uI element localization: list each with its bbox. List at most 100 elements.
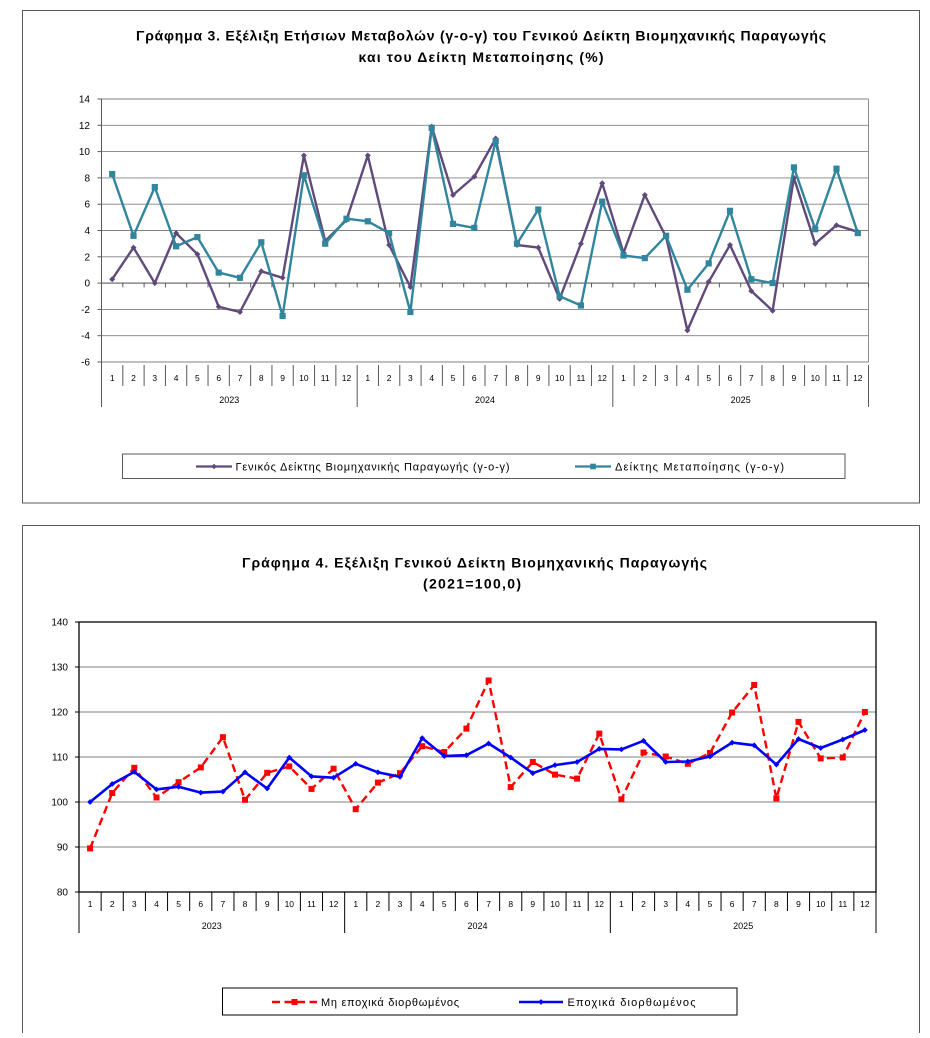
svg-text:12: 12: [597, 373, 607, 383]
svg-text:2024: 2024: [467, 921, 487, 931]
svg-text:6: 6: [216, 373, 221, 383]
svg-text:3: 3: [132, 899, 137, 909]
svg-text:2: 2: [376, 899, 381, 909]
svg-text:10: 10: [299, 373, 309, 383]
svg-text:110: 110: [52, 753, 68, 764]
svg-text:3: 3: [408, 373, 413, 383]
svg-text:2: 2: [642, 373, 647, 383]
svg-text:0: 0: [84, 279, 90, 290]
svg-text:12: 12: [79, 121, 91, 132]
svg-text:2: 2: [387, 373, 392, 383]
svg-text:6: 6: [464, 899, 469, 909]
svg-text:3: 3: [398, 899, 403, 909]
svg-text:10: 10: [810, 373, 820, 383]
svg-text:2: 2: [110, 899, 115, 909]
svg-text:4: 4: [420, 899, 425, 909]
svg-text:9: 9: [796, 899, 801, 909]
svg-text:8: 8: [508, 899, 513, 909]
svg-text:7: 7: [752, 899, 757, 909]
svg-text:3: 3: [152, 373, 157, 383]
svg-text:2: 2: [131, 373, 136, 383]
svg-text:8: 8: [84, 173, 90, 184]
svg-text:9: 9: [792, 373, 797, 383]
svg-text:4: 4: [685, 373, 690, 383]
svg-text:6: 6: [728, 373, 733, 383]
svg-text:7: 7: [238, 373, 243, 383]
svg-text:10: 10: [285, 899, 295, 909]
svg-text:140: 140: [51, 618, 68, 629]
svg-text:14: 14: [79, 95, 91, 106]
svg-text:12: 12: [329, 899, 339, 909]
svg-text:11: 11: [573, 899, 582, 909]
svg-text:1: 1: [365, 373, 370, 383]
svg-text:6: 6: [472, 373, 477, 383]
svg-text:4: 4: [429, 373, 434, 383]
svg-text:6: 6: [730, 899, 735, 909]
svg-text:2023: 2023: [219, 395, 239, 405]
svg-text:Γράφημα 4. Εξέλιξη Γενικού Δεί: Γράφημα 4. Εξέλιξη Γενικού Δείκτη Βιομηχ…: [242, 555, 707, 571]
svg-text:7: 7: [749, 373, 754, 383]
svg-text:5: 5: [176, 899, 181, 909]
svg-text:80: 80: [57, 888, 69, 899]
svg-text:11: 11: [576, 373, 585, 383]
svg-text:4: 4: [84, 226, 90, 237]
svg-text:12: 12: [342, 373, 352, 383]
svg-text:6: 6: [198, 899, 203, 909]
svg-text:120: 120: [51, 708, 68, 719]
svg-text:10: 10: [79, 147, 91, 158]
svg-text:100: 100: [51, 798, 68, 809]
svg-text:130: 130: [51, 663, 68, 674]
svg-text:9: 9: [265, 899, 270, 909]
svg-text:8: 8: [243, 899, 248, 909]
svg-text:1: 1: [353, 899, 358, 909]
svg-text:Γενικός Δείκτης Βιομηχανικής Π: Γενικός Δείκτης Βιομηχανικής Παραγωγής (…: [236, 462, 510, 474]
svg-text:2: 2: [84, 252, 90, 263]
svg-text:1: 1: [110, 373, 115, 383]
svg-text:5: 5: [706, 373, 711, 383]
svg-text:11: 11: [838, 899, 847, 909]
svg-text:10: 10: [816, 899, 826, 909]
svg-text:9: 9: [536, 373, 541, 383]
svg-text:9: 9: [280, 373, 285, 383]
svg-text:8: 8: [774, 899, 779, 909]
svg-text:4: 4: [174, 373, 179, 383]
svg-text:-2: -2: [81, 305, 90, 316]
svg-text:11: 11: [307, 899, 316, 909]
svg-text:2025: 2025: [733, 921, 753, 931]
svg-text:4: 4: [685, 899, 690, 909]
svg-text:2: 2: [641, 899, 646, 909]
svg-text:12: 12: [860, 899, 870, 909]
svg-text:(2021=100,0): (2021=100,0): [423, 576, 521, 592]
svg-text:10: 10: [550, 899, 560, 909]
svg-text:8: 8: [259, 373, 264, 383]
svg-text:12: 12: [853, 373, 863, 383]
svg-text:8: 8: [770, 373, 775, 383]
svg-text:3: 3: [663, 899, 668, 909]
svg-text:5: 5: [708, 899, 713, 909]
svg-text:10: 10: [555, 373, 565, 383]
svg-text:2023: 2023: [202, 921, 222, 931]
svg-text:7: 7: [221, 899, 226, 909]
svg-text:6: 6: [84, 200, 90, 211]
svg-text:1: 1: [621, 373, 626, 383]
svg-text:Εποχικά διορθωμένος: Εποχικά διορθωμένος: [568, 997, 696, 1009]
svg-text:5: 5: [442, 899, 447, 909]
svg-text:1: 1: [619, 899, 624, 909]
svg-text:11: 11: [832, 373, 841, 383]
svg-text:9: 9: [530, 899, 535, 909]
svg-text:1: 1: [88, 899, 93, 909]
svg-text:-6: -6: [81, 358, 90, 369]
svg-text:12: 12: [595, 899, 605, 909]
svg-text:90: 90: [57, 843, 69, 854]
svg-text:Δείκτης Μεταποίησης (γ-ο-γ): Δείκτης Μεταποίησης (γ-ο-γ): [615, 462, 784, 474]
svg-text:5: 5: [451, 373, 456, 383]
svg-text:7: 7: [493, 373, 498, 383]
svg-text:-4: -4: [81, 331, 90, 342]
svg-text:3: 3: [664, 373, 669, 383]
svg-text:5: 5: [195, 373, 200, 383]
svg-text:8: 8: [515, 373, 520, 383]
svg-text:2025: 2025: [731, 395, 751, 405]
svg-text:και του Δείκτη Μεταποίησης (%): και του Δείκτη Μεταποίησης (%): [359, 49, 604, 65]
svg-text:7: 7: [486, 899, 491, 909]
svg-text:Γράφημα 3. Εξέλιξη Ετήσιων Μετ: Γράφημα 3. Εξέλιξη Ετήσιων Μεταβολών (γ-…: [136, 28, 826, 44]
